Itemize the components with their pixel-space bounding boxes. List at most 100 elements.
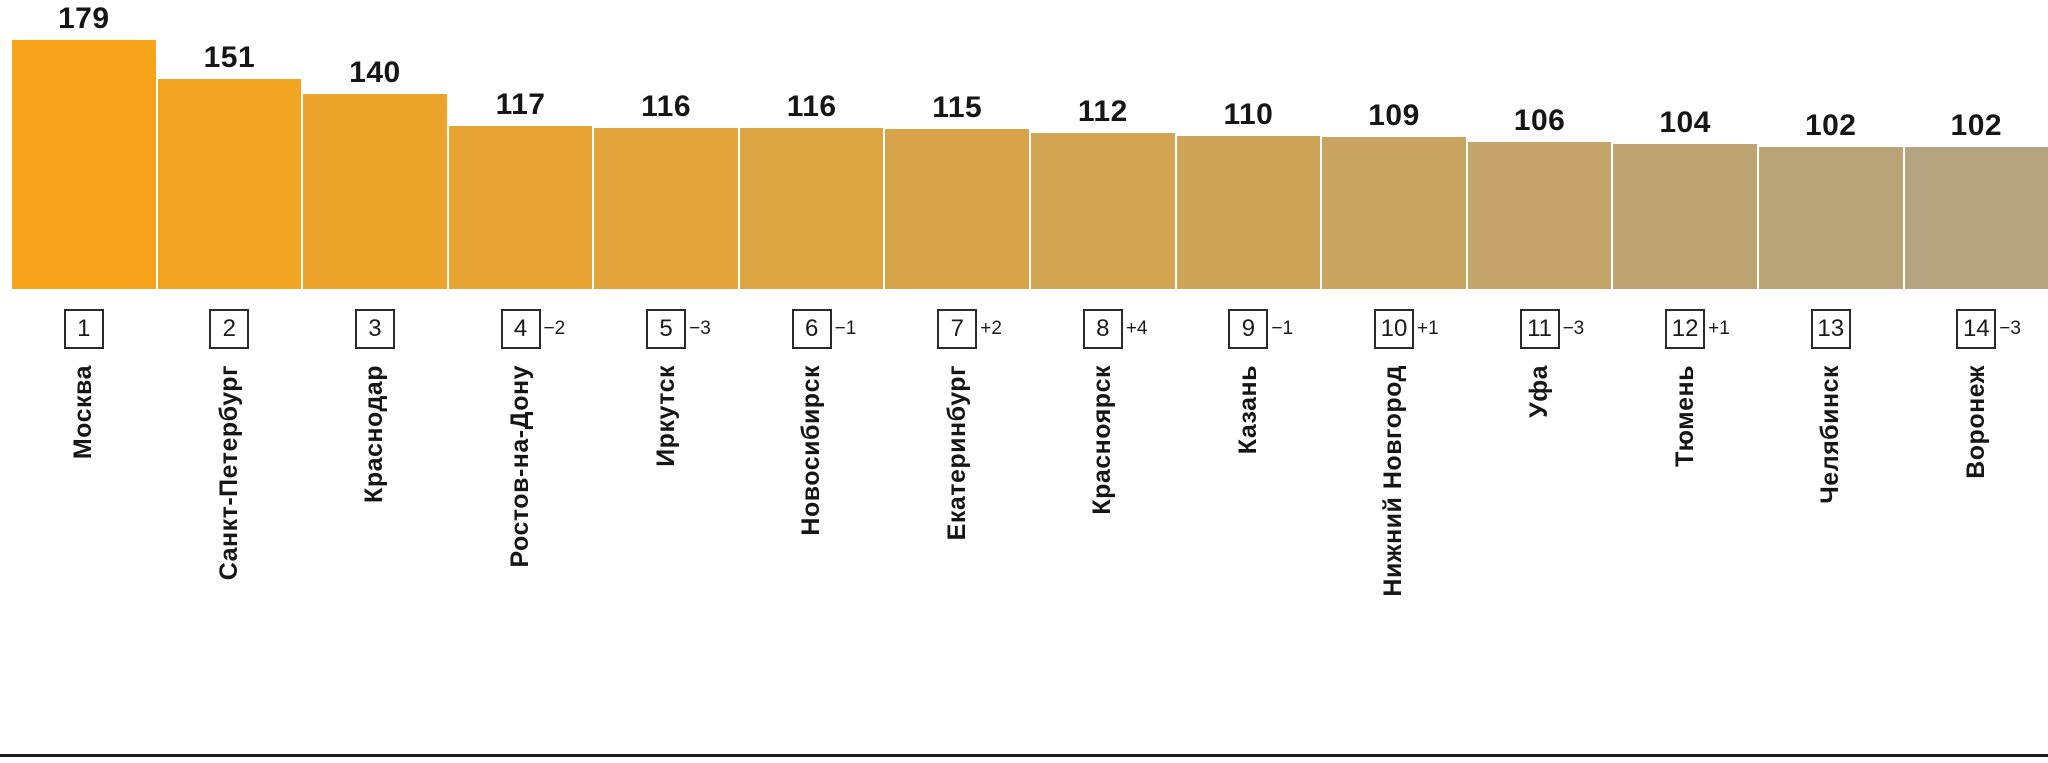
bars-row: 179 1 Москва 151 2 Санкт-Петербург	[12, 0, 2048, 715]
bar-wrap: 106	[1467, 0, 1612, 289]
bar-value-label: 115	[932, 91, 983, 124]
bar	[448, 126, 593, 289]
rank-change: +1	[1708, 318, 1730, 339]
bar-column: 151 2 Санкт-Петербург	[157, 0, 302, 715]
rank-number: 14	[1962, 315, 1990, 342]
city-label: Уфа	[1525, 365, 1554, 418]
rank-box: 8 +4	[1082, 309, 1148, 349]
bar-wrap: 117	[448, 0, 593, 289]
rank-box: 6 −1	[791, 309, 856, 349]
rank-box: 12 +1	[1665, 309, 1730, 349]
city-label: Тюмень	[1670, 365, 1699, 467]
bar-wrap: 110	[1176, 0, 1321, 289]
bar-wrap: 140	[303, 0, 447, 289]
city-label: Казань	[1233, 365, 1262, 455]
city-cell: Краснодар	[303, 365, 447, 715]
bar	[1322, 137, 1466, 289]
rank-change: +4	[1125, 318, 1148, 339]
rank-change: −3	[1562, 318, 1585, 339]
rank-row: 6 −1	[740, 309, 884, 349]
rank-change: −1	[834, 318, 857, 339]
rank-box: 4 −2	[500, 309, 565, 349]
bar-value-label: 102	[1804, 109, 1857, 142]
rank-row: 7 +2	[885, 309, 1029, 349]
bar-value-label: 106	[1513, 104, 1566, 137]
rank-number: 13	[1817, 315, 1845, 342]
rank-row: 5 −3	[594, 309, 738, 349]
rank-change: −2	[543, 318, 566, 339]
city-cell: Воронеж	[1905, 365, 2048, 715]
city-label: Челябинск	[1816, 365, 1845, 504]
bar	[739, 128, 884, 289]
bar-value-label: 151	[203, 41, 256, 74]
rank-number: 2	[222, 315, 237, 342]
city-cell: Екатеринбург	[885, 365, 1029, 715]
city-cell: Новосибирск	[740, 365, 884, 715]
rank-box: 3	[354, 309, 395, 349]
bar-wrap: 102	[1904, 0, 2048, 289]
bar-wrap: 115	[885, 0, 1030, 289]
bar-value-label: 140	[349, 56, 401, 89]
rank-box: 1	[63, 309, 104, 349]
rank-row: 12 +1	[1613, 309, 1757, 349]
bar	[594, 128, 738, 289]
bar-wrap: 102	[1758, 0, 1903, 289]
city-label: Новосибирск	[797, 365, 826, 536]
city-cell: Санкт-Петербург	[158, 365, 302, 715]
bar-column: 115 7 +2 Екатеринбург	[885, 0, 1030, 715]
rank-number: 3	[368, 315, 382, 342]
rank-row: 14 −3	[1905, 309, 2048, 349]
rank-box: 13	[1810, 309, 1851, 349]
bar-value-label: 179	[58, 2, 110, 35]
city-label: Ростов-на-Дону	[506, 365, 535, 568]
city-cell: Нижний Новгород	[1322, 365, 1466, 715]
bar-column: 109 10 +1 Нижний Новгород	[1322, 0, 1466, 715]
rank-number: 6	[804, 315, 819, 342]
bar	[1176, 136, 1321, 289]
rank-box: 10 +1	[1373, 309, 1439, 349]
rank-change: +2	[980, 318, 1002, 339]
bar-wrap: 116	[594, 0, 738, 289]
rank-box: 5 −3	[646, 309, 711, 349]
city-cell: Казань	[1177, 365, 1321, 715]
bar-column: 106 11 −3 Уфа	[1467, 0, 1612, 715]
bar	[1467, 142, 1612, 289]
rank-number: 4	[513, 315, 528, 342]
rank-row: 9 −1	[1177, 309, 1321, 349]
bar	[1613, 144, 1757, 289]
rank-change: +1	[1416, 318, 1439, 339]
rank-row: 4 −2	[449, 309, 593, 349]
city-cell: Уфа	[1468, 365, 1612, 715]
rank-number: 11	[1527, 315, 1553, 342]
bar	[885, 129, 1030, 289]
bar-value-label: 102	[1950, 109, 2003, 142]
rank-number: 5	[659, 315, 673, 342]
city-label: Краснодар	[360, 365, 389, 503]
bar-wrap: 112	[1031, 0, 1175, 289]
bar-value-label: 116	[641, 90, 692, 123]
rank-number: 1	[77, 315, 91, 342]
city-cell: Иркутск	[594, 365, 738, 715]
city-label: Екатеринбург	[942, 365, 971, 541]
rank-row: 13	[1759, 309, 1903, 349]
bar-value-label: 117	[495, 88, 546, 121]
bar-value-label: 104	[1659, 106, 1711, 139]
rank-row: 1	[12, 309, 156, 349]
bar-value-label: 112	[1077, 95, 1128, 128]
city-cell: Челябинск	[1759, 365, 1903, 715]
rank-change: −3	[689, 318, 711, 339]
rank-change: −3	[1999, 318, 2021, 339]
bottom-rule	[0, 754, 2048, 757]
rank-box: 7 +2	[937, 309, 1002, 349]
rank-box: 11 −3	[1519, 309, 1584, 349]
rank-row: 10 +1	[1322, 309, 1466, 349]
rank-number: 12	[1671, 315, 1699, 342]
rank-change: −1	[1271, 318, 1294, 339]
bar	[12, 40, 156, 289]
bar-column: 179 1 Москва	[12, 0, 156, 715]
bar	[1031, 133, 1175, 289]
bar-value-label: 110	[1223, 98, 1274, 131]
rank-row: 11 −3	[1468, 309, 1612, 349]
city-label: Москва	[69, 365, 98, 460]
